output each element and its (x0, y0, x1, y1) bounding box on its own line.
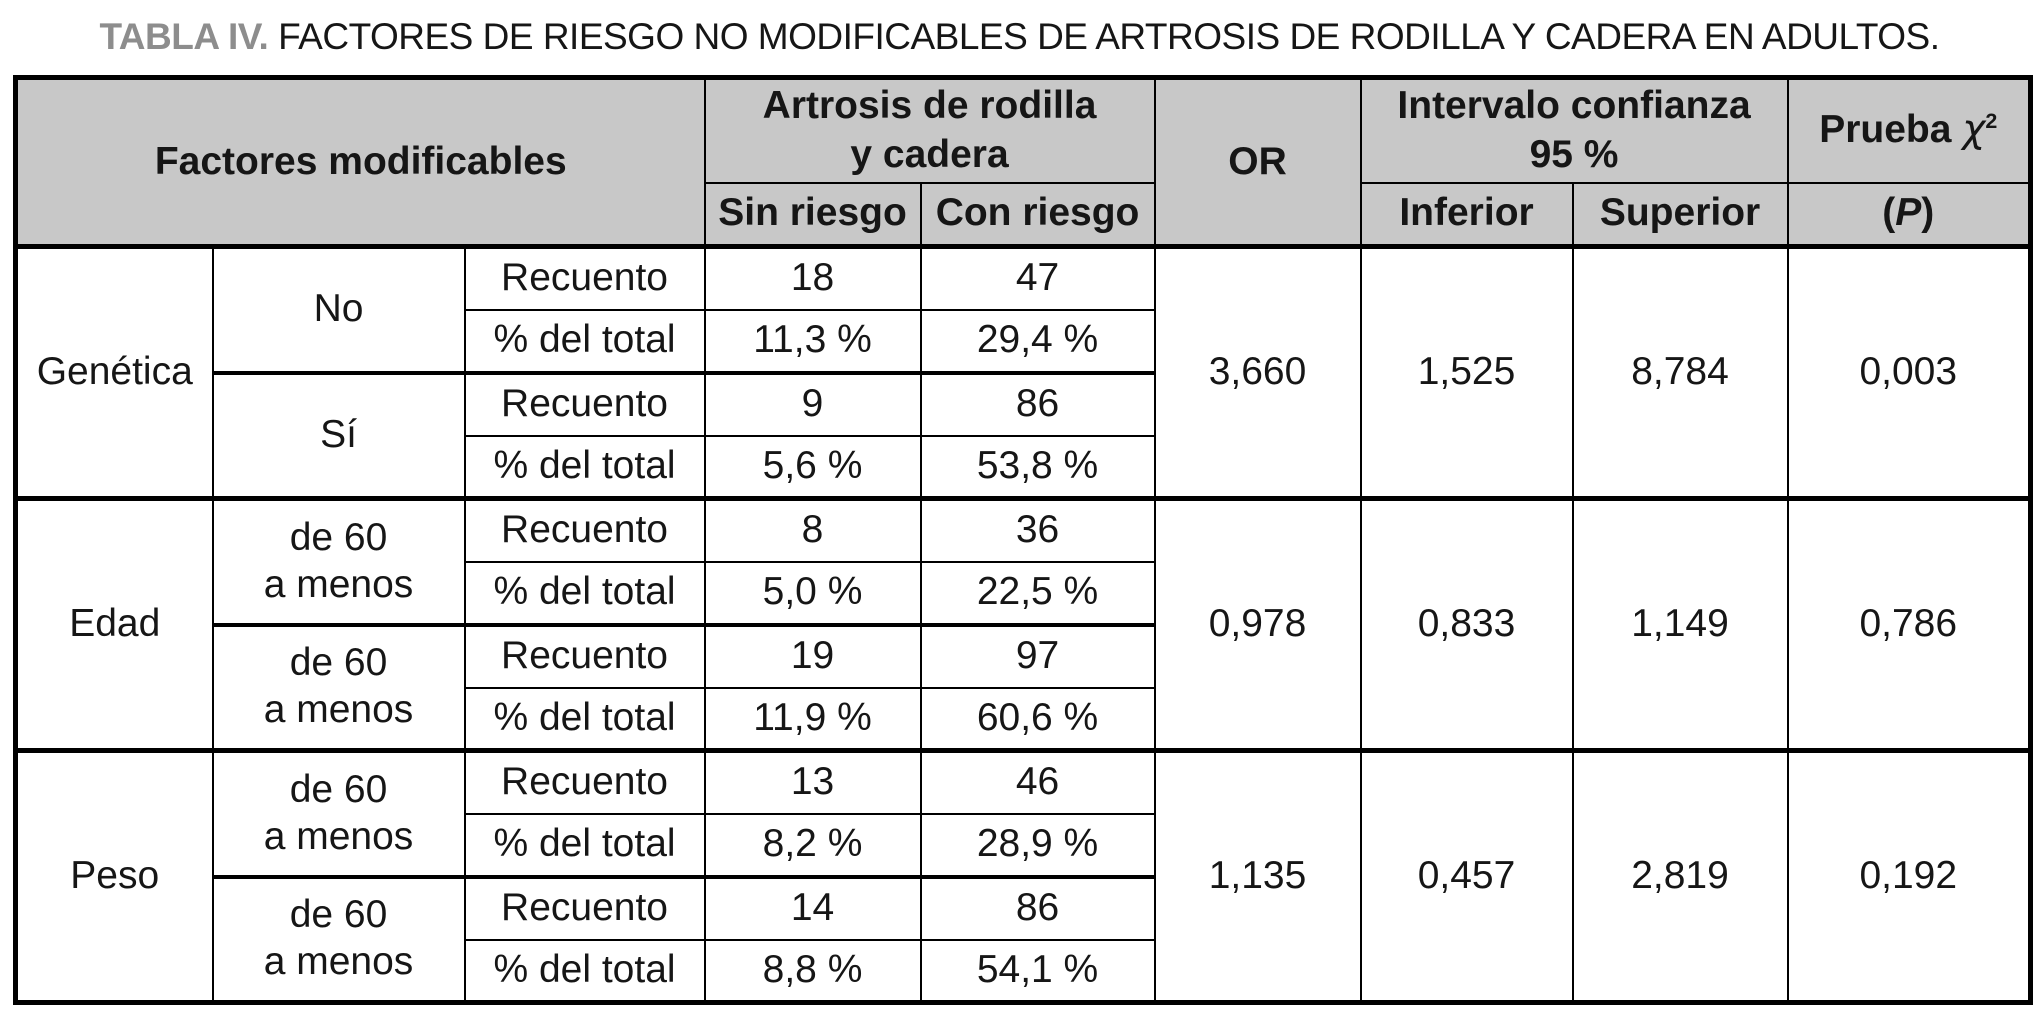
header-inferior: Inferior (1359, 181, 1574, 248)
cell-superior-peso: 2,819 (1571, 748, 1789, 1004)
cell-sin-recuento: 9 (703, 370, 922, 437)
cell-metric-pct: % del total (463, 938, 706, 1004)
cell-sin-recuento: 8 (703, 496, 922, 563)
cell-metric-recuento: Recuento (463, 874, 706, 941)
row-peso-cat1-recuento: Peso de 60 a menos Recuento 13 46 1,135 … (14, 748, 2032, 1004)
cell-category-de60-4: de 60 a menos (211, 874, 466, 1004)
risk-factors-table: Factores modificables Artrosis de rodill… (13, 75, 2034, 1005)
row-edad-cat2-pct: % del total 11,9 % 60,6 % (16, 686, 2031, 752)
prueba-word: Prueba (1819, 108, 1952, 152)
p-paren-open: ( (1882, 191, 1896, 235)
cell-con-pct: 28,9 % (919, 812, 1156, 878)
cell-con-pct: 22,5 % (919, 560, 1156, 626)
row-edad-cat1-pct: % del total 5,0 % 22,5 % (16, 560, 2031, 626)
cell-or-peso: 1,135 (1153, 748, 1362, 1004)
cell-sin-pct: 8,2 % (703, 812, 922, 878)
p-paren-close: ) (1921, 191, 1935, 235)
cell-con-pct: 53,8 % (919, 434, 1156, 500)
chi-symbol: χ (1962, 107, 1986, 153)
header-superior: Superior (1571, 181, 1789, 248)
cell-metric-pct: % del total (463, 812, 706, 878)
cell-sin-recuento: 18 (703, 244, 922, 311)
row-genetica-no-recuento: Genética No Recuento 18 47 3,660 1,525 8… (14, 244, 2032, 500)
cell-category-de60-1: de 60 a menos (211, 496, 466, 626)
table-title: TABLA IV. FACTORES DE RIESGO NO MODIFICA… (13, 16, 2026, 58)
cell-inferior-peso: 0,457 (1359, 748, 1574, 1004)
header-row-2: Sin riesgo Con riesgo Inferior Superior … (16, 181, 2032, 248)
cell-factor-edad: Edad (14, 496, 214, 752)
row-edad-cat1-recuento: Edad de 60 a menos Recuento 8 36 0,978 0… (14, 496, 2032, 752)
header-con-riesgo: Con riesgo (919, 181, 1156, 248)
cell-metric-recuento: Recuento (463, 622, 706, 689)
cell-sin-pct: 11,3 % (703, 308, 922, 374)
cell-metric-recuento: Recuento (463, 496, 706, 563)
cell-sin-pct: 5,0 % (703, 560, 922, 626)
row-peso-cat1-pct: % del total 8,2 % 28,9 % (16, 812, 2031, 878)
cell-factor-peso: Peso (14, 748, 214, 1004)
cell-category-si: Sí (211, 370, 466, 500)
cell-or-edad: 0,978 (1153, 496, 1362, 752)
header-factores: Factores modificables (14, 76, 706, 248)
row-genetica-si-recuento: Sí Recuento 9 86 (16, 370, 2031, 500)
cell-con-recuento: 86 (919, 370, 1156, 437)
cell-con-pct: 54,1 % (919, 938, 1156, 1004)
cell-con-recuento: 47 (919, 244, 1156, 311)
cell-superior-genetica: 8,784 (1571, 244, 1789, 500)
cell-or-genetica: 3,660 (1153, 244, 1362, 500)
cell-metric-pct: % del total (463, 560, 706, 626)
cell-p-genetica: 0,003 (1786, 244, 2032, 500)
chi-exponent: 2 (1985, 109, 1998, 134)
cell-category-no: No (211, 244, 466, 374)
header-row-1: Factores modificables Artrosis de rodill… (14, 76, 2032, 248)
row-edad-cat2-recuento: de 60 a menos Recuento 19 97 (16, 622, 2031, 752)
cell-con-recuento: 46 (919, 748, 1156, 815)
row-genetica-si-pct: % del total 5,6 % 53,8 % (16, 434, 2031, 500)
cell-sin-recuento: 14 (703, 874, 922, 941)
cell-p-peso: 0,192 (1786, 748, 2032, 1004)
cell-metric-pct: % del total (463, 308, 706, 374)
cell-sin-pct: 11,9 % (703, 686, 922, 752)
cell-sin-recuento: 13 (703, 748, 922, 815)
header-or: OR (1153, 76, 1362, 248)
cell-factor-genetica: Genética (14, 244, 214, 500)
cell-superior-edad: 1,149 (1571, 496, 1789, 752)
cell-con-recuento: 86 (919, 874, 1156, 941)
cell-inferior-genetica: 1,525 (1359, 244, 1574, 500)
header-artrosis: Artrosis de rodilla y cadera (703, 76, 1156, 184)
header-sin-riesgo: Sin riesgo (703, 181, 922, 248)
cell-metric-recuento: Recuento (463, 748, 706, 815)
table-number-label: TABLA IV. (99, 16, 269, 57)
header-intervalo-confianza: Intervalo confianza 95 % (1359, 76, 1789, 184)
cell-con-pct: 29,4 % (919, 308, 1156, 374)
row-peso-cat2-pct: % del total 8,8 % 54,1 % (16, 938, 2031, 1004)
cell-metric-pct: % del total (463, 686, 706, 752)
p-letter: P (1895, 191, 1922, 235)
cell-inferior-edad: 0,833 (1359, 496, 1574, 752)
cell-con-recuento: 36 (919, 496, 1156, 563)
cell-metric-pct: % del total (463, 434, 706, 500)
cell-sin-pct: 8,8 % (703, 938, 922, 1004)
cell-sin-pct: 5,6 % (703, 434, 922, 500)
cell-category-de60-3: de 60 a menos (211, 748, 466, 878)
table-title-text: FACTORES DE RIESGO NO MODIFICABLES DE AR… (278, 16, 1940, 57)
cell-category-de60-2: de 60 a menos (211, 622, 466, 752)
header-prueba-chi2: Prueba χ2 (1786, 76, 2032, 184)
cell-con-pct: 60,6 % (919, 686, 1156, 752)
cell-p-edad: 0,786 (1786, 496, 2032, 752)
cell-con-recuento: 97 (919, 622, 1156, 689)
row-peso-cat2-recuento: de 60 a menos Recuento 14 86 (16, 874, 2031, 1004)
cell-metric-recuento: Recuento (463, 370, 706, 437)
cell-metric-recuento: Recuento (463, 244, 706, 311)
row-genetica-no-pct: % del total 11,3 % 29,4 % (16, 308, 2031, 374)
header-p-value: (P) (1786, 181, 2032, 248)
cell-sin-recuento: 19 (703, 622, 922, 689)
